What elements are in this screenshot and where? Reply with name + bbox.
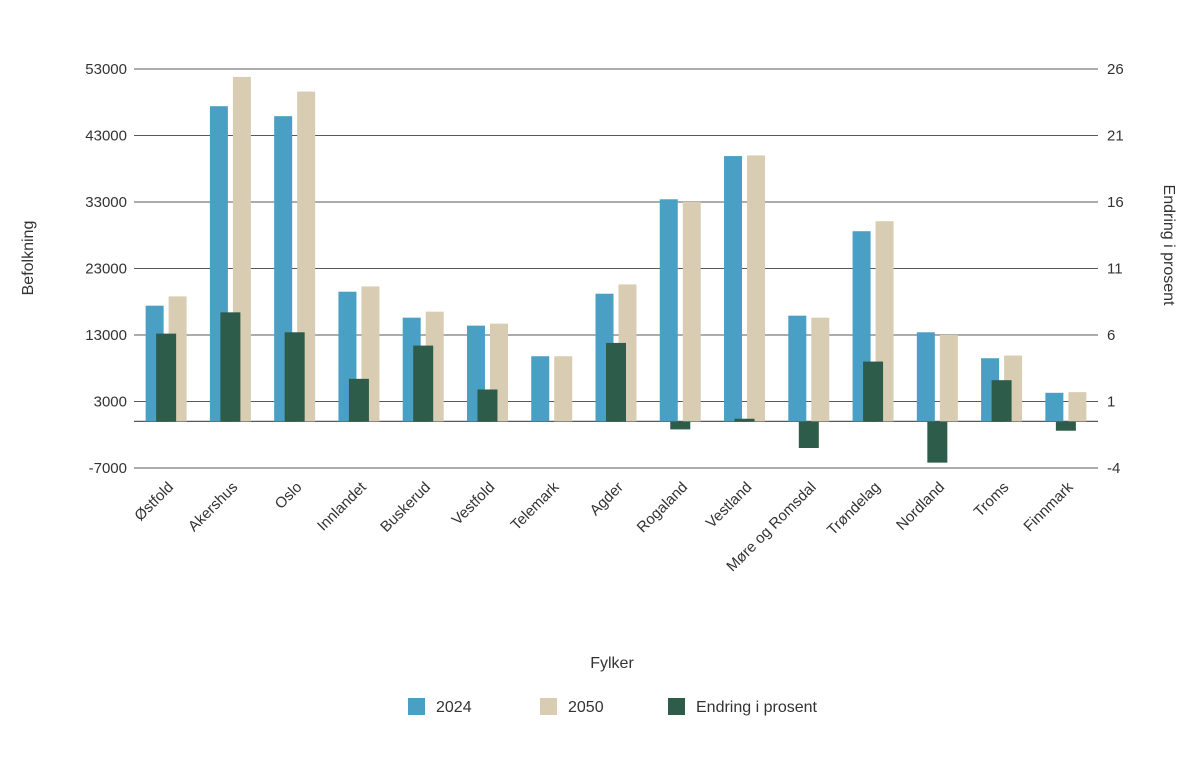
- bar-2024-vestland[interactable]: [724, 156, 743, 422]
- legend-swatch-endring-i-prosent: [668, 698, 685, 715]
- x-axis-label-innlandet: Innlandet: [314, 478, 370, 534]
- legend-label-2050: 2050: [568, 699, 604, 716]
- x-axis-labels: Østfold Akershus Oslo Innlandet Buskerud Vest…: [131, 478, 1077, 575]
- right-axis-tick-label: 11: [1107, 260, 1123, 277]
- left-axis-tick-label: 33000: [85, 194, 127, 211]
- left-axis-tick-label: 23000: [85, 260, 127, 277]
- left-axis-ticks: 53000 43000 33000 23000 13000 3000 -7000: [85, 61, 127, 477]
- right-axis-tick-label: 6: [1107, 327, 1115, 344]
- left-axis-tick-label: 43000: [85, 127, 127, 144]
- legend-item-2024[interactable]: 2024: [408, 698, 472, 716]
- legend-label-endring-i-prosent: Endring i prosent: [696, 699, 818, 716]
- bar-endring-oslo[interactable]: [284, 332, 305, 422]
- x-axis-label-troms: Troms: [971, 479, 1013, 521]
- bar-2024-nordland[interactable]: [916, 332, 935, 422]
- bar-endring-innlandet[interactable]: [348, 378, 369, 422]
- legend-item-endring-i-prosent[interactable]: Endring i prosent: [668, 698, 818, 716]
- x-axis-label-oslo: Oslo: [272, 479, 306, 513]
- bar-2024-møre-og-romsdal[interactable]: [788, 315, 807, 422]
- bar-2024-rogaland[interactable]: [659, 199, 678, 422]
- bar-2050-nordland[interactable]: [939, 334, 958, 422]
- left-axis-tick-label: 3000: [94, 393, 127, 410]
- legend-swatch-2050: [540, 698, 557, 715]
- x-axis-label-buskerud: Buskerud: [377, 479, 434, 536]
- right-axis-title: Endring i prosent: [1160, 185, 1177, 307]
- left-axis-title: Befolkning: [20, 221, 37, 296]
- x-axis-label-akershus: Akershus: [185, 479, 241, 535]
- bar-endring-østfold[interactable]: [156, 333, 177, 422]
- legend-label-2024: 2024: [436, 699, 472, 716]
- x-axis-label-finnmark: Finnmark: [1020, 478, 1077, 535]
- right-axis-tick-label: -4: [1107, 460, 1120, 477]
- x-axis-label-vestland: Vestland: [703, 479, 756, 532]
- left-axis-tick-label: 13000: [85, 327, 127, 344]
- bar-2050-finnmark[interactable]: [1068, 392, 1087, 422]
- x-axis-label-rogaland: Rogaland: [634, 479, 691, 536]
- right-axis-tick-label: 21: [1107, 127, 1124, 144]
- right-axis-tick-label: 26: [1107, 61, 1124, 78]
- bar-2050-møre-og-romsdal[interactable]: [811, 317, 830, 422]
- legend-swatch-2024: [408, 698, 425, 715]
- legend: 2024 2050 Endring i prosent: [408, 698, 818, 716]
- x-axis-label-nordland: Nordland: [893, 479, 948, 534]
- bar-endring-vestland[interactable]: [734, 418, 755, 422]
- bar-2050-telemark[interactable]: [554, 356, 573, 422]
- bar-endring-trøndelag[interactable]: [863, 361, 884, 422]
- x-axis-label-telemark: Telemark: [508, 478, 563, 533]
- x-axis-label-trøndelag: Trøndelag: [824, 479, 884, 539]
- bar-2024-telemark[interactable]: [531, 356, 550, 422]
- bar-endring-finnmark[interactable]: [1055, 421, 1076, 431]
- legend-item-2050[interactable]: 2050: [540, 698, 604, 716]
- bar-2024-finnmark[interactable]: [1045, 392, 1064, 422]
- bar-2050-rogaland[interactable]: [682, 201, 701, 422]
- bar-endring-agder[interactable]: [606, 342, 626, 422]
- bar-endring-akershus[interactable]: [220, 312, 241, 422]
- left-axis-tick-label: -7000: [89, 460, 127, 477]
- bar-endring-vestfold[interactable]: [477, 389, 498, 422]
- bar-2050-vestland[interactable]: [747, 155, 766, 422]
- x-axis-label-agder: Agder: [587, 479, 627, 519]
- right-axis-tick-label: 16: [1107, 194, 1124, 211]
- x-axis-label-vestfold: Vestfold: [449, 479, 499, 529]
- bar-endring-nordland[interactable]: [927, 421, 948, 463]
- x-axis-label-østfold: Østfold: [131, 479, 177, 525]
- x-axis-title: Fylker: [590, 655, 634, 672]
- bar-endring-møre-og-romsdal[interactable]: [798, 421, 819, 448]
- bar-endring-rogaland[interactable]: [670, 421, 691, 430]
- bar-endring-troms[interactable]: [991, 380, 1012, 422]
- left-axis-tick-label: 53000: [85, 61, 127, 78]
- right-axis-ticks: 26 21 16 11 6 1 -4: [1107, 61, 1124, 477]
- right-axis-tick-label: 1: [1107, 393, 1115, 410]
- bars-group: [145, 76, 1087, 463]
- bar-endring-buskerud[interactable]: [413, 345, 434, 422]
